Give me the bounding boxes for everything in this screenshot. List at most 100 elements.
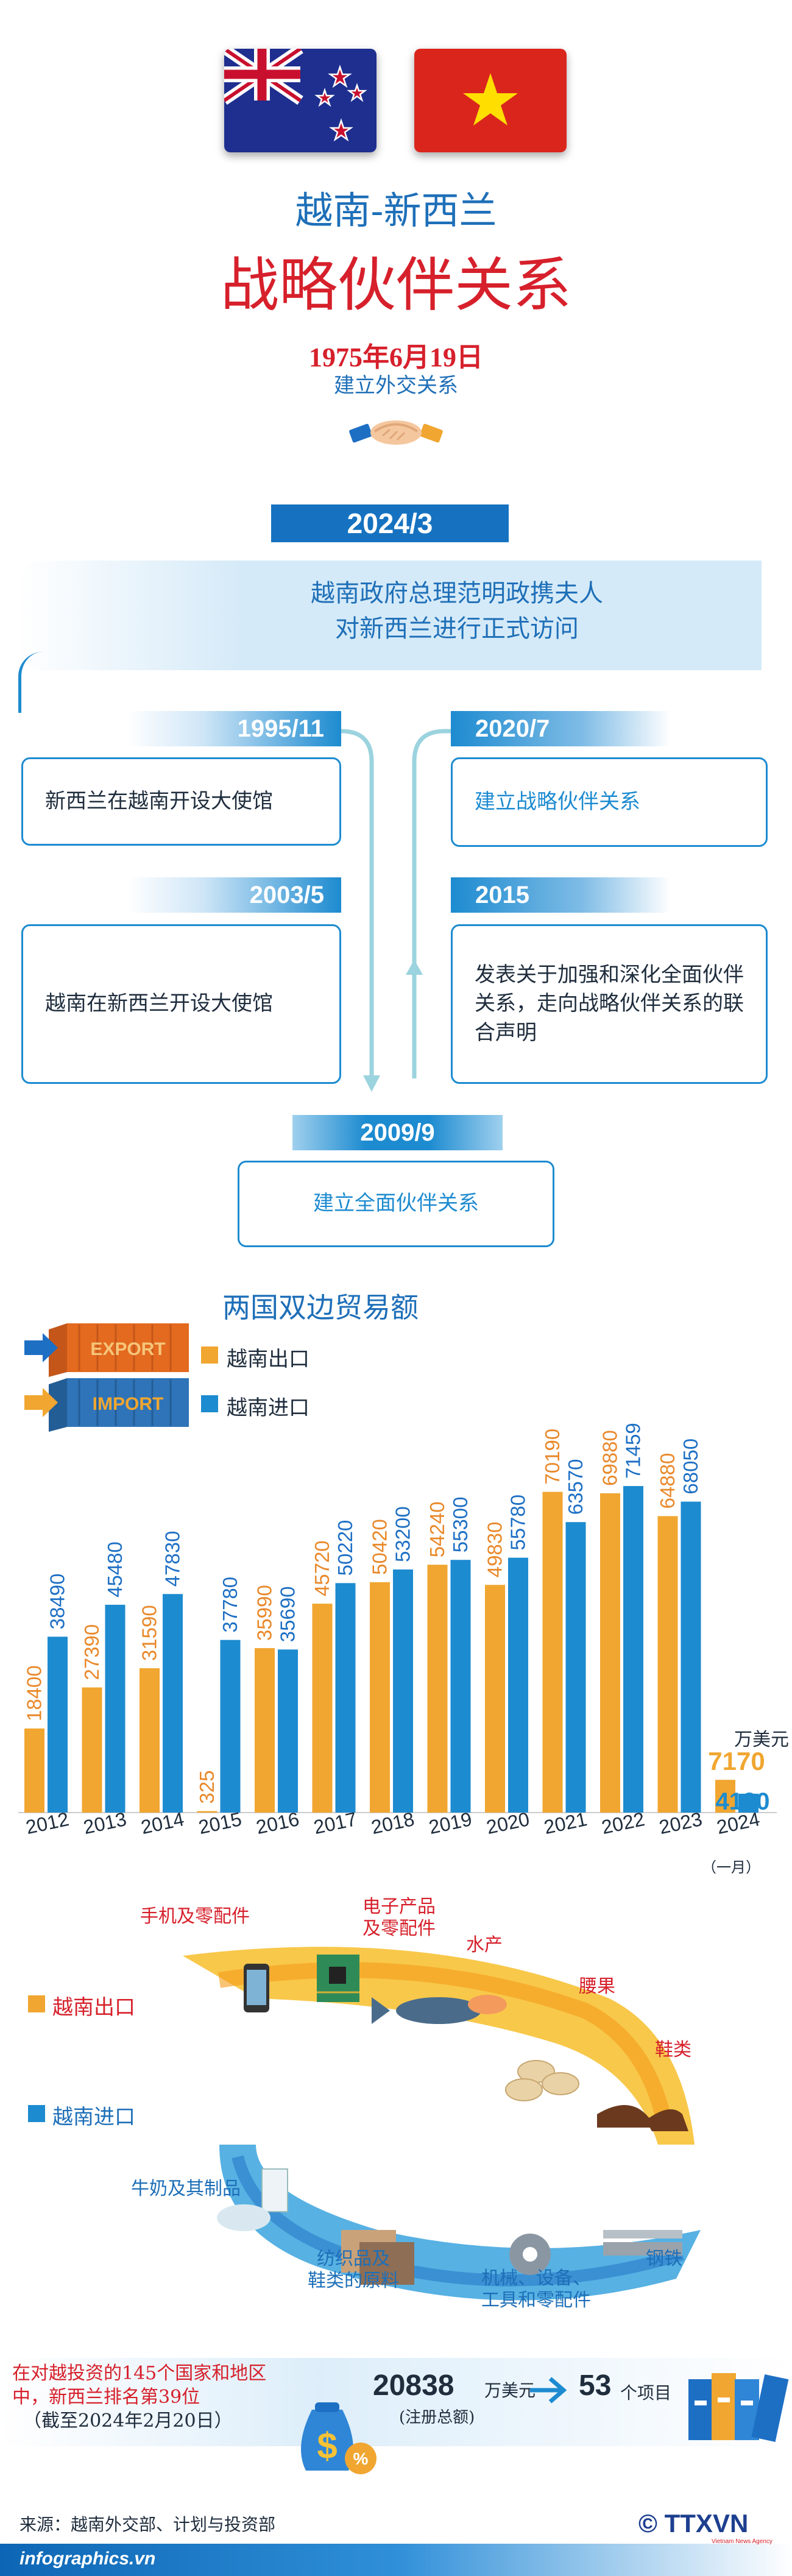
bar-export-2020	[485, 1585, 505, 1813]
visit-text-line1: 越南政府总理范明政携夫人	[311, 579, 603, 607]
export-item-phones: 手机及零配件	[140, 1906, 250, 1927]
legend-swatch-import	[201, 1395, 218, 1412]
value-label-import-2013: 45480	[104, 1541, 126, 1598]
bar-export-2017	[312, 1604, 333, 1813]
value-label-import-2020: 55780	[507, 1495, 529, 1551]
visit-year: 2024/3	[271, 504, 509, 542]
value-label-export-2018: 50420	[369, 1519, 391, 1575]
steel-icon	[603, 2230, 682, 2256]
bar-import-2023	[681, 1501, 701, 1813]
trade-bar-chart: 1840038490201227390454802013315904783020…	[18, 1423, 789, 1876]
fish-icon	[372, 1995, 507, 2024]
value-label-export-2016: 35990	[253, 1585, 276, 1641]
bar-import-2022	[623, 1486, 643, 1813]
timeline-card-2015: 发表关于加强和深化全面伙伴关系，走向战略伙伴关系的联合声明	[451, 924, 768, 1084]
value-label-export-2019: 54240	[426, 1501, 448, 1557]
import-badge: IMPORT	[93, 1394, 164, 1414]
cashew-icon	[505, 2060, 579, 2101]
import-item-machinery: 机械、设备、 工具和零配件	[481, 2268, 591, 2311]
folders-icon	[682, 2364, 789, 2443]
bar-export-2018	[370, 1582, 390, 1813]
value-label-export-2013: 27390	[80, 1624, 103, 1680]
copyright-icon: ©	[638, 2509, 657, 2538]
value-label-import-2017: 50220	[334, 1520, 356, 1576]
machinery-icon	[509, 2234, 551, 2275]
investment-projects-unit: 个项目	[620, 2383, 672, 2403]
value-label-import-2023: 68050	[679, 1438, 702, 1495]
timeline-year-2009: 2009/9	[292, 1115, 503, 1150]
diplomatic-date: 1975年6月19日	[309, 342, 483, 372]
page-title: 战略伙伴关系	[221, 251, 571, 319]
timeline-card-2009: 建立全面伙伴关系	[238, 1161, 554, 1247]
bar-export-2013	[82, 1687, 102, 1813]
bar-export-2023	[657, 1516, 678, 1813]
timeline-year-2015: 2015	[451, 877, 670, 913]
import-item-steel: 钢铁	[646, 2248, 682, 2270]
new-zealand-flag	[224, 49, 377, 152]
timeline-year-2003: 2003/5	[128, 877, 341, 913]
shipping-containers-icon: EXPORT IMPORT	[24, 1316, 195, 1435]
bar-export-2022	[600, 1493, 620, 1813]
value-label-export-2021: 70190	[541, 1429, 564, 1485]
value-label-import-2016: 35690	[277, 1587, 299, 1643]
circuit-board-icon	[317, 1955, 359, 2002]
investment-text-line1: 在对越投资的145个国家和地区	[12, 2363, 267, 2384]
milk-icon	[217, 2168, 288, 2231]
import-item-textile: 纺织品及 鞋类的原料	[308, 2248, 399, 2291]
source-note: 来源：越南外交部、计划与投资部	[19, 2514, 276, 2535]
bar-export-2016	[255, 1648, 275, 1813]
bar-import-2021	[565, 1522, 586, 1813]
products-legend-export-swatch	[28, 1995, 45, 2012]
shoes-icon	[597, 2105, 688, 2131]
bar-export-2014	[140, 1668, 160, 1813]
chart-title: 两国双边贸易额	[222, 1291, 419, 1324]
value-label-import-2018: 53200	[392, 1506, 414, 1562]
bar-import-2014	[163, 1594, 183, 1813]
svg-text:$: $	[317, 2426, 337, 2466]
banner-curl	[18, 652, 61, 713]
bar-import-2013	[105, 1604, 126, 1813]
investment-amount: 20838	[373, 2369, 454, 2402]
products-legend-import: 越南进口	[52, 2105, 135, 2129]
svg-text:%: %	[353, 2449, 369, 2468]
legend-label-export: 越南出口	[227, 1347, 309, 1371]
handshake-icon	[347, 402, 445, 457]
bar-import-2017	[335, 1583, 356, 1813]
timeline-card-1995: 新西兰在越南开设大使馆	[21, 757, 341, 846]
bar-export-2012	[24, 1729, 44, 1813]
value-label-export-2020: 49830	[484, 1522, 506, 1578]
agency-logo: © TTXVN	[638, 2509, 748, 2538]
vietnam-flag	[414, 49, 567, 152]
visit-text: 越南政府总理范明政携夫人 对新西兰进行正式访问	[183, 576, 731, 646]
value-label-export-2023: 64880	[656, 1453, 679, 1509]
legend-label-import: 越南进口	[227, 1396, 309, 1420]
bar-import-2020	[508, 1557, 528, 1813]
import-item-dairy: 牛奶及其制品	[131, 2178, 241, 2199]
value-label-export-2024: 7170	[708, 1747, 765, 1775]
export-item-electronics: 电子产品 及零配件	[362, 1896, 436, 1939]
investment-amount-unit: 万美元	[484, 2380, 536, 2401]
products-legend-import-swatch	[28, 2105, 45, 2122]
site-link[interactable]: infographics.vn	[19, 2549, 156, 2569]
arrow-right-icon	[530, 2377, 567, 2404]
timeline-connectors	[262, 729, 475, 1092]
diplomatic-date-caption: 建立外交关系	[334, 373, 458, 398]
agency-subtitle: Vietnam News Agency	[712, 2538, 773, 2545]
bar-export-2024	[715, 1780, 735, 1813]
bar-import-2018	[393, 1569, 413, 1813]
timeline-year-1995: 1995/11	[128, 711, 341, 746]
value-label-export-2022: 69880	[599, 1430, 621, 1486]
bar-import-2012	[48, 1637, 68, 1813]
bar-export-2021	[542, 1491, 563, 1813]
value-label-import-2022: 71459	[622, 1423, 645, 1479]
investment-text-line2: 中，新西兰排名第39位	[12, 2387, 200, 2408]
value-label-export-2012: 18400	[23, 1665, 46, 1721]
money-bag-icon: $ %	[281, 2391, 379, 2483]
investment-text: 在对越投资的145个国家和地区 中，新西兰排名第39位 （截至2024年2月20…	[12, 2362, 266, 2433]
export-item-seafood: 水产	[466, 1934, 503, 1956]
timeline-card-2003: 越南在新西兰开设大使馆	[21, 924, 341, 1084]
export-badge: EXPORT	[90, 1339, 165, 1359]
visit-banner	[18, 561, 762, 670]
timeline-year-2020: 2020/7	[451, 711, 670, 746]
investment-projects: 53	[579, 2369, 612, 2402]
